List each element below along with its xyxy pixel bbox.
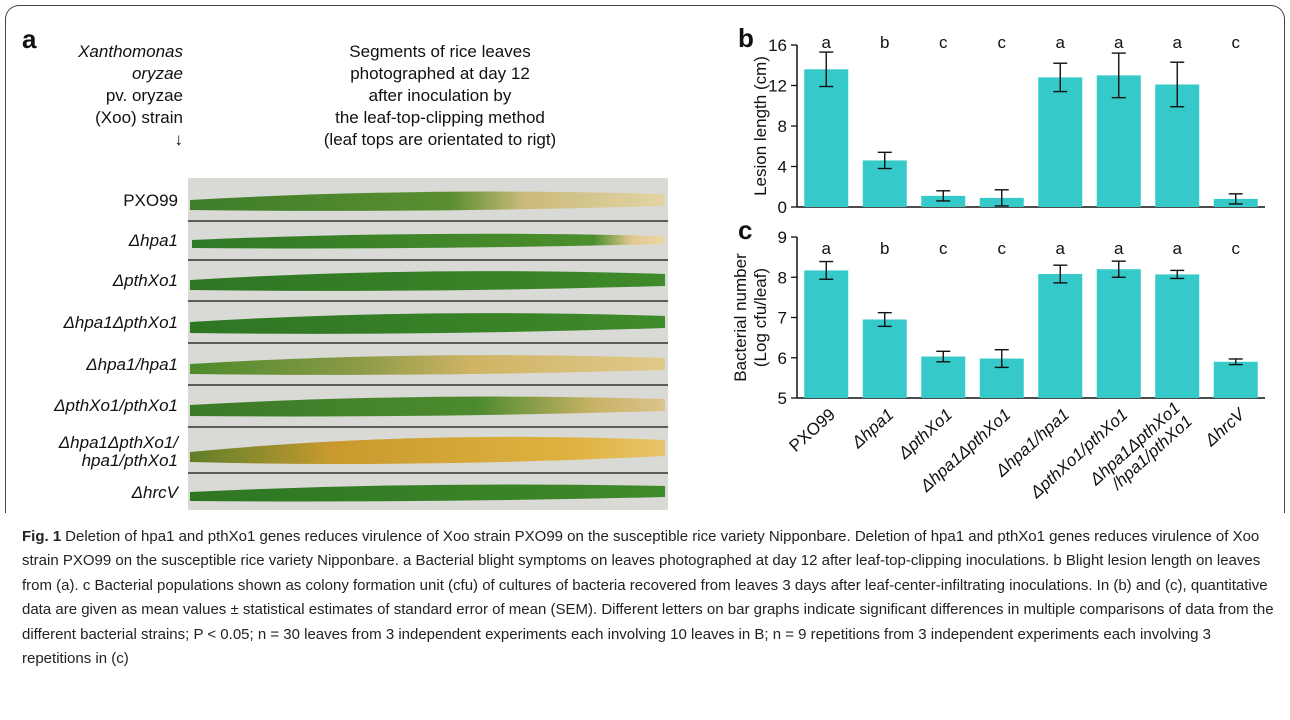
significance-letter: c [1232,239,1241,258]
photo-note: (leaf tops are orientated to rigt) [324,130,556,149]
strain-label: ΔpthXo1 [112,271,178,290]
significance-letter: a [822,33,832,52]
bar [804,69,848,207]
y-tick-label: 6 [778,349,787,368]
bar [863,320,907,398]
significance-letter: a [1114,239,1124,258]
strain-label: PXO99 [123,191,178,210]
significance-letter: a [1056,239,1066,258]
strain-label: Δhpa1/hpa1 [85,355,178,374]
photo-note: after inoculation by [369,86,512,105]
bar [1097,269,1141,398]
panel-letter: a [22,24,37,54]
strain-note: Xanthomonas [77,42,183,61]
photo-note: the leaf-top-clipping method [335,108,545,127]
y-tick-label: 16 [768,36,787,55]
page: a Xanthomonas oryzae pv. oryzae (Xoo) strai… [0,0,1290,720]
y-axis-label: Bacterial number [731,253,750,382]
significance-letter: a [1114,33,1124,52]
significance-letter: c [998,33,1007,52]
significance-letter: c [998,239,1007,258]
significance-letter: a [1173,239,1183,258]
strain-label: ΔhrcV [131,483,180,502]
bar [1214,362,1258,398]
y-tick-label: 8 [778,268,787,287]
strain-note: (Xoo) strain [95,108,183,127]
significance-letter: a [1173,33,1183,52]
significance-letter: b [880,239,889,258]
significance-letter: b [880,33,889,52]
x-tick-label: PXO99 [785,405,838,456]
significance-letter: c [1232,33,1241,52]
panel-letter: c [738,215,752,245]
photo-note: Segments of rice leaves [349,42,530,61]
y-tick-label: 0 [778,198,787,217]
strain-label: Δhpa1ΔpthXo1 [62,313,178,332]
strain-label: ΔpthXo1/pthXo1 [53,396,178,415]
figure: a Xanthomonas oryzae pv. oryzae (Xoo) strai… [0,0,1290,515]
x-tick-label: ΔhrcV [1201,404,1250,451]
y-tick-label: 5 [778,389,787,408]
caption-text: Deletion of hpa1 and pthXo1 genes reduce… [22,528,1274,667]
bar [921,357,965,398]
x-tick-label: Δhpa1ΔpthXo1/hpa1/pthXo1 [1085,398,1196,503]
strain-label: Δhpa1ΔpthXo1/hpa1/pthXo1 [58,433,181,470]
strain-label: Δhpa1 [128,231,178,250]
significance-letter: a [1056,33,1066,52]
significance-letter: c [939,33,948,52]
strain-note: pv. oryzae [106,86,183,105]
bar [804,270,848,398]
y-axis-label: (Log cfu/leaf) [751,268,770,367]
strain-note: oryzae [132,64,183,83]
significance-letter: a [822,239,832,258]
y-tick-label: 9 [778,228,787,247]
y-tick-label: 8 [778,117,787,136]
significance-letter: c [939,239,948,258]
x-tick-label: Δhpa1 [847,405,897,453]
strain-note: ↓ [175,130,184,149]
y-tick-label: 12 [768,77,787,96]
bar [1155,274,1199,398]
photo-note: photographed at day 12 [350,64,530,83]
y-tick-label: 4 [778,158,787,177]
panel-letter: b [738,23,754,53]
caption-label: Fig. 1 [22,528,61,545]
bar [1038,77,1082,207]
bar [1038,274,1082,398]
y-tick-label: 7 [778,309,787,328]
